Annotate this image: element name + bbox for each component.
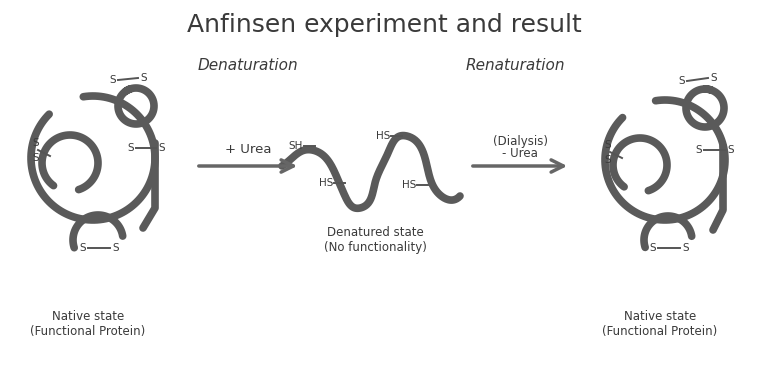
Text: S: S <box>79 243 86 253</box>
Text: Anfinsen experiment and result: Anfinsen experiment and result <box>187 13 581 37</box>
Text: (Dialysis): (Dialysis) <box>492 135 548 148</box>
Text: HS: HS <box>376 131 390 141</box>
Text: S: S <box>604 155 611 165</box>
Text: HS: HS <box>319 178 333 188</box>
Text: S: S <box>158 143 164 153</box>
Text: Denatured state
(No functionality): Denatured state (No functionality) <box>323 226 426 254</box>
Text: + Urea: + Urea <box>225 143 271 156</box>
Text: S: S <box>127 143 134 153</box>
Text: S: S <box>710 73 717 83</box>
Text: S: S <box>140 73 147 83</box>
Text: S: S <box>33 138 39 148</box>
Text: Native state
(Functional Protein): Native state (Functional Protein) <box>602 310 717 338</box>
Text: S: S <box>727 145 733 155</box>
Text: Native state
(Functional Protein): Native state (Functional Protein) <box>31 310 146 338</box>
Text: Denaturation: Denaturation <box>197 58 298 73</box>
Text: - Urea: - Urea <box>502 147 538 160</box>
Text: S: S <box>604 140 611 150</box>
Text: S: S <box>695 145 702 155</box>
Text: SH: SH <box>289 141 303 151</box>
Text: S: S <box>33 153 39 163</box>
Text: S: S <box>650 243 656 253</box>
Text: S: S <box>112 243 118 253</box>
Text: Renaturation: Renaturation <box>465 58 564 73</box>
Text: S: S <box>678 76 685 86</box>
Text: S: S <box>682 243 689 253</box>
Text: HS: HS <box>402 180 416 190</box>
Text: S: S <box>109 75 116 85</box>
